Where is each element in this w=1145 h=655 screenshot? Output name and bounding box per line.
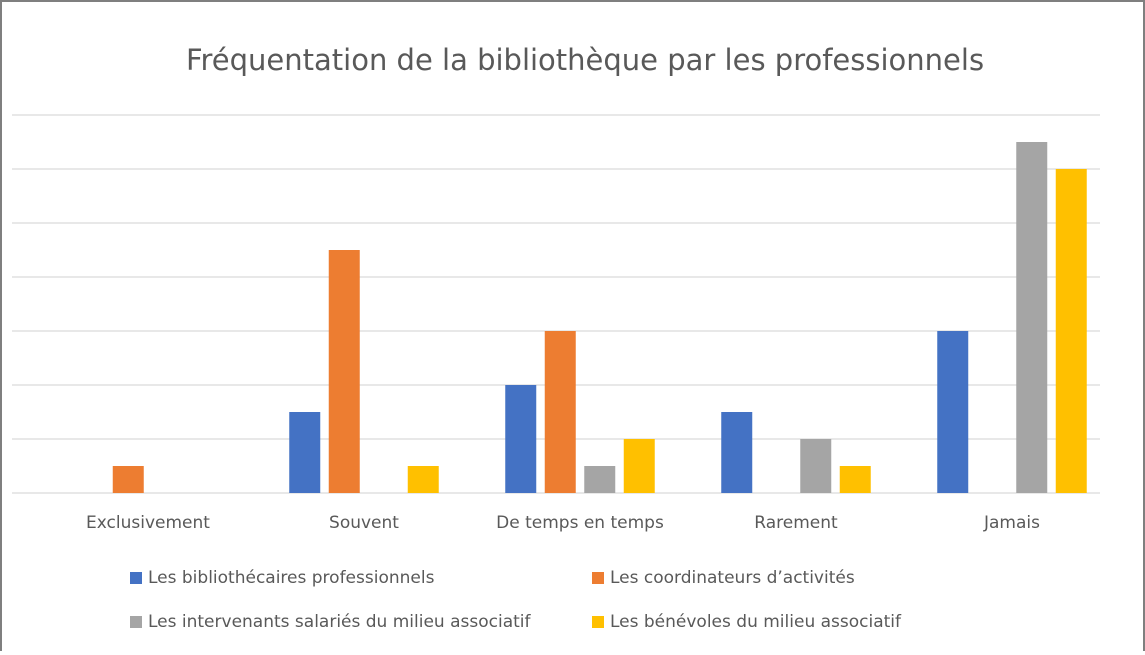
x-tick-label: Exclusivement <box>86 513 210 533</box>
bar <box>584 466 616 493</box>
legend-swatch <box>592 616 604 628</box>
bar <box>289 412 321 493</box>
legend-swatch <box>592 572 604 584</box>
chart-title: Fréquentation de la bibliothèque par les… <box>186 43 984 77</box>
bar <box>505 385 537 493</box>
legend-label: Les bénévoles du milieu associatif <box>610 612 902 632</box>
bar <box>937 331 969 493</box>
legend-swatch <box>130 572 142 584</box>
legend-label: Les bibliothécaires professionnels <box>148 568 435 588</box>
bar <box>407 466 439 493</box>
bar <box>1016 142 1048 493</box>
bar <box>1055 169 1087 493</box>
bar <box>328 250 360 493</box>
bar <box>544 331 576 493</box>
legend-label: Les intervenants salariés du milieu asso… <box>148 612 532 632</box>
x-tick-label: Rarement <box>754 513 838 533</box>
bar <box>623 439 655 493</box>
x-tick-label: Souvent <box>329 513 399 533</box>
bar <box>839 466 871 493</box>
legend-swatch <box>130 616 142 628</box>
bar <box>800 439 832 493</box>
bar <box>721 412 753 493</box>
bar <box>112 466 144 493</box>
x-tick-label: Jamais <box>983 513 1040 533</box>
x-tick-label: De temps en temps <box>496 513 664 533</box>
legend-label: Les coordinateurs d’activités <box>610 568 855 588</box>
